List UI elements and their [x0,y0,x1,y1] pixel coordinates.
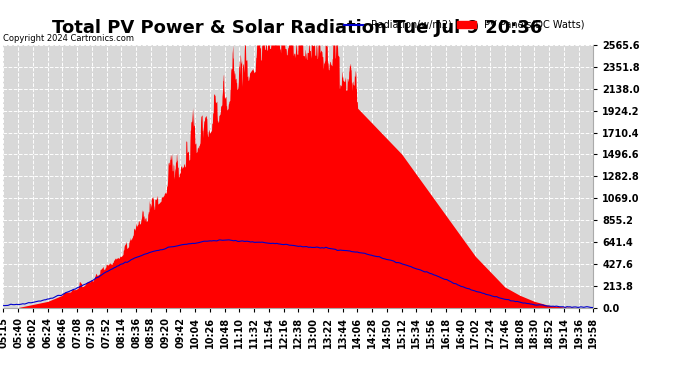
Text: Total PV Power & Solar Radiation Tue Jul 9 20:36: Total PV Power & Solar Radiation Tue Jul… [52,19,542,37]
Text: Copyright 2024 Cartronics.com: Copyright 2024 Cartronics.com [3,34,135,43]
Legend: Radiation(w/m2), PV Panels(DC Watts): Radiation(w/m2), PV Panels(DC Watts) [340,16,589,34]
